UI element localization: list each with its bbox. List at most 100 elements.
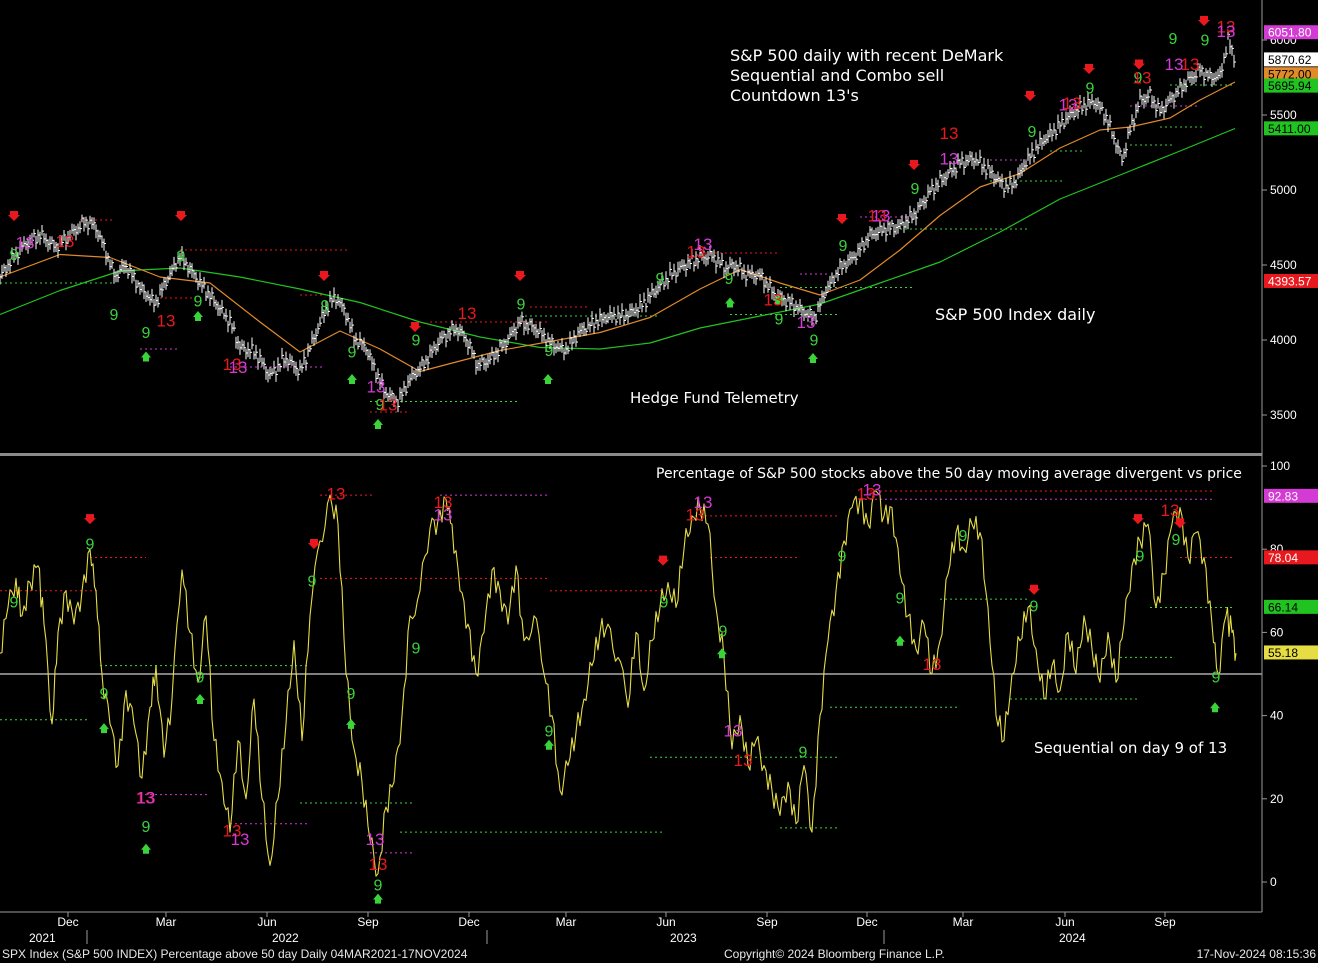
- price-bar: [761, 268, 764, 281]
- price-bar: [1153, 96, 1156, 109]
- svg-text:5870.62: 5870.62: [1268, 53, 1312, 67]
- sell-arrow-icon: [318, 271, 330, 281]
- last-value-tag: 78.04: [1264, 550, 1318, 565]
- price-bar: [1209, 67, 1212, 80]
- buy-arrow-icon: [895, 635, 905, 646]
- countdown-13-label: 13: [923, 655, 942, 674]
- price-bar: [543, 327, 546, 342]
- price-bar: [35, 235, 38, 250]
- lower-panel-title: Percentage of S&P 500 stocks above the 5…: [656, 466, 1242, 482]
- price-bar: [947, 169, 950, 178]
- price-bar: [955, 167, 958, 179]
- price-bar: [69, 229, 72, 242]
- y-tick-label: 4000: [1270, 333, 1297, 347]
- sell-arrow-icon: [1133, 59, 1145, 70]
- sell-arrow-icon: [175, 211, 187, 221]
- price-bar: [451, 320, 454, 330]
- price-bar: [613, 306, 616, 320]
- svg-text:78.04: 78.04: [1268, 551, 1298, 565]
- price-bar: [449, 326, 452, 341]
- footer-left: SPX Index (S&P 500 INDEX) Percentage abo…: [2, 947, 468, 961]
- price-bar: [737, 264, 740, 277]
- y-tick-label: 5000: [1270, 183, 1297, 197]
- price-bar: [381, 373, 384, 388]
- price-bar: [823, 291, 826, 303]
- sell-arrow-icon: [1198, 16, 1210, 26]
- setup-9-label: 9: [1134, 70, 1143, 87]
- price-bar: [833, 275, 836, 287]
- price-bar: [473, 350, 476, 359]
- setup-9-label: 9: [177, 249, 186, 266]
- setup-9-label: 9: [1028, 124, 1037, 141]
- price-bar: [63, 230, 66, 241]
- footer-right: 17-Nov-2024 08:15:36: [1197, 947, 1317, 961]
- setup-9-label: 9: [110, 307, 119, 324]
- setup-9-label: 9: [1172, 532, 1181, 549]
- price-bar: [103, 238, 106, 251]
- price-bar: [199, 272, 202, 288]
- countdown-13-label: 13: [694, 235, 713, 254]
- x-axis: Dec Mar Jun Sep Dec Mar Jun Sep Dec Mar Jun Sep 2021…: [29, 912, 1176, 945]
- price-bar: [515, 326, 518, 341]
- countdown-13-label: 13: [724, 722, 743, 741]
- countdown-13-label: 13: [694, 493, 713, 512]
- panel-divider[interactable]: [0, 453, 1262, 456]
- price-bar: [885, 227, 888, 242]
- price-bar: [295, 361, 298, 376]
- price-bar: [111, 259, 114, 269]
- price-bar: [707, 251, 710, 265]
- price-bar: [915, 210, 918, 226]
- price-bar: [1233, 54, 1236, 68]
- price-bar: [689, 258, 692, 270]
- price-bar: [31, 232, 34, 246]
- x-year-label: 2022: [272, 931, 299, 945]
- price-bar: [423, 360, 426, 372]
- price-bar: [1203, 71, 1206, 87]
- price-bar: [713, 249, 716, 263]
- setup-9-label: 9: [1169, 31, 1178, 48]
- moving-average-fast-line: [0, 81, 1236, 373]
- countdown-13-label: 13: [872, 206, 891, 225]
- price-bar: [129, 263, 132, 274]
- setup-9-label: 9: [142, 325, 151, 342]
- x-month-label: Dec: [856, 915, 877, 929]
- price-bar: [347, 312, 350, 323]
- price-bar: [1079, 95, 1082, 109]
- footer-center: Copyright© 2024 Bloomberg Finance L.P.: [724, 947, 945, 961]
- price-bar: [1133, 118, 1136, 131]
- price-bar: [1109, 114, 1112, 128]
- setup-9-label: 9: [1201, 33, 1210, 50]
- sell-arrow-icon: [1174, 518, 1186, 529]
- price-bar: [961, 151, 964, 165]
- last-value-tag: 5772.00: [1264, 67, 1318, 82]
- buy-arrow-icon: [373, 893, 383, 904]
- x-month-label: Mar: [156, 915, 177, 929]
- setup-9-label: 9: [321, 298, 330, 315]
- price-bar: [323, 309, 326, 323]
- price-bar: [727, 264, 730, 274]
- countdown-13-label: 13: [764, 290, 783, 309]
- countdown-13-label: 13: [687, 242, 706, 261]
- price-bar: [861, 237, 864, 247]
- setup-9-label: 9: [1030, 599, 1039, 616]
- countdown-13-label: 13: [1217, 22, 1236, 41]
- price-bar: [1113, 131, 1116, 145]
- last-value-tag: 92.83: [1264, 488, 1318, 503]
- sell-arrow-icon: [1132, 514, 1144, 525]
- price-bar: [39, 231, 42, 245]
- countdown-13-label: 13: [229, 358, 248, 377]
- breadth-line: [0, 490, 1237, 877]
- x-month-label: Mar: [953, 915, 974, 929]
- sell-arrow-icon: [514, 271, 526, 281]
- price-bar: [1077, 105, 1080, 119]
- buy-arrow-icon: [725, 297, 735, 308]
- price-bar: [841, 261, 844, 275]
- price-bar: [891, 219, 894, 227]
- price-bar: [963, 161, 966, 175]
- price-bar: [739, 257, 742, 267]
- price-bar: [273, 360, 276, 374]
- setup-9-label: 9: [1136, 549, 1145, 566]
- last-value-tag: 66.14: [1264, 599, 1318, 614]
- setup-9-label: 9: [660, 594, 669, 611]
- price-bar: [645, 303, 648, 313]
